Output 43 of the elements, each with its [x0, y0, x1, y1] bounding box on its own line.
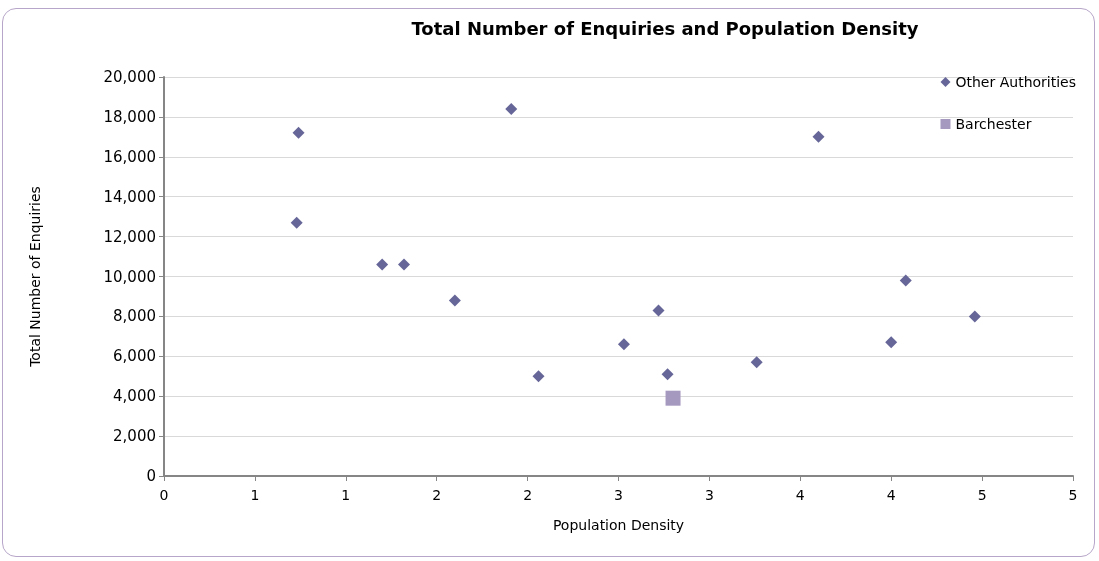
point: [899, 274, 912, 287]
point: [661, 368, 674, 381]
point: [652, 304, 665, 317]
point: [448, 294, 461, 307]
y-tick-label: 6,000: [113, 347, 156, 366]
x-tick-label: 1: [250, 487, 260, 503]
point: [532, 370, 545, 383]
point: [750, 356, 763, 369]
x-tick-label: 2: [432, 487, 442, 503]
legend-label: Other Authorities: [955, 74, 1076, 90]
point: [968, 310, 981, 323]
point: [376, 258, 389, 271]
y-tick-label: 10,000: [103, 267, 156, 286]
x-tick-label: 2: [523, 487, 533, 503]
point: [290, 216, 303, 229]
point: [812, 130, 825, 143]
point: [397, 258, 410, 271]
y-tick-label: 8,000: [113, 307, 156, 326]
point: [292, 126, 305, 139]
y-tick-label: 14,000: [103, 187, 156, 206]
y-tick-label: 4,000: [113, 387, 156, 406]
point: [665, 390, 681, 406]
legend-label: Barchester: [955, 116, 1032, 132]
x-tick-label: 5: [977, 487, 987, 503]
point: [617, 338, 630, 351]
y-tick-label: 16,000: [103, 147, 156, 166]
point: [505, 102, 518, 115]
y-tick-label: 18,000: [103, 107, 156, 126]
x-tick-label: 4: [886, 487, 896, 503]
y-tick-label: 0: [146, 467, 156, 485]
y-tick-label: 12,000: [103, 227, 156, 246]
x-tick-label: 3: [704, 487, 714, 503]
chart-title: Total Number of Enquiries and Population Density: [411, 17, 919, 39]
y-axis-title: Total Number of Enquiries: [27, 186, 43, 368]
y-tick-label: 2,000: [113, 427, 156, 446]
x-tick-label: 5: [1068, 487, 1078, 503]
point: [885, 336, 898, 349]
x-tick-label: 3: [614, 487, 623, 503]
x-tick-label: 1: [341, 487, 351, 503]
x-tick-label: 0: [159, 487, 169, 503]
y-tick-label: 20,000: [103, 68, 156, 86]
x-tick-label: 4: [795, 487, 805, 503]
x-axis-title: Population Density: [552, 517, 685, 533]
